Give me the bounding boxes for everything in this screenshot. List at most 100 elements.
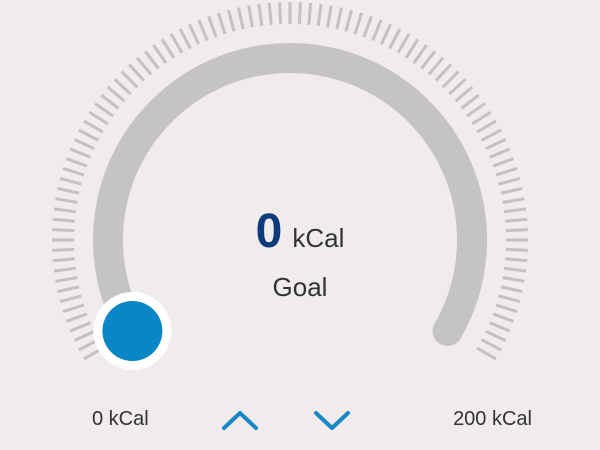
dial-tick: [326, 5, 333, 28]
dial-tick: [78, 128, 100, 142]
dial-tick: [476, 346, 497, 361]
dial-tick: [178, 28, 192, 50]
dial-tick: [69, 147, 91, 159]
dial-tick: [427, 56, 445, 76]
dial-tick: [57, 285, 80, 293]
dial-tick: [94, 102, 114, 118]
dial-tick: [247, 5, 254, 28]
range-min-label: 0 kCal: [92, 408, 149, 430]
decrease-button[interactable]: [310, 400, 354, 440]
value-display: 0 kCal: [0, 208, 600, 268]
dial-knob-fill: [102, 301, 163, 361]
dial-tick: [297, 2, 302, 25]
dial-tick: [480, 338, 502, 352]
dial-tick: [434, 63, 452, 82]
dial-tick: [420, 50, 437, 70]
dial-tick: [353, 12, 364, 35]
dial-tick: [485, 329, 507, 342]
dial-tick: [106, 85, 126, 103]
dial-tick: [135, 56, 153, 76]
dial-tick: [62, 303, 85, 314]
dial-tick: [489, 147, 511, 159]
dial-tick: [476, 119, 497, 134]
dial-tick: [100, 93, 120, 110]
dial-tick: [396, 33, 411, 54]
dial-tick: [379, 23, 392, 45]
dial-tick: [88, 110, 109, 126]
dial-tick: [505, 257, 528, 263]
calorie-unit: kCal: [292, 223, 345, 253]
dial-tick: [207, 15, 218, 38]
dial-tick: [267, 2, 273, 25]
dial-tick: [495, 166, 518, 177]
dial-tick: [498, 176, 521, 186]
dial-tick: [128, 63, 146, 82]
dial-tick: [52, 257, 75, 263]
dial-tick: [59, 176, 82, 186]
dial-tick: [480, 128, 502, 142]
dial-tick: [502, 197, 525, 204]
dial-tick: [492, 157, 515, 168]
dial-knob[interactable]: [93, 292, 172, 370]
goal-label: Goal: [272, 272, 328, 302]
dial-tick: [278, 2, 283, 25]
dial-tick: [485, 138, 507, 151]
dial-tick: [448, 78, 467, 96]
dial-tick-marks: [52, 2, 528, 361]
dial-tick: [454, 85, 474, 103]
range-max-label: 200 kCal: [453, 408, 532, 430]
dial-tick: [388, 28, 402, 50]
dial-tick: [504, 207, 527, 214]
dial-tick: [316, 3, 323, 26]
dial-tick: [504, 266, 527, 273]
chevron-down-icon: [314, 411, 350, 430]
dial-tick: [57, 187, 80, 195]
dial-tick: [53, 207, 76, 214]
dial-tick: [500, 285, 523, 293]
dial-tick: [113, 78, 132, 96]
dial-tick: [152, 44, 168, 64]
dial-tick: [65, 312, 88, 323]
dial-tick: [52, 247, 75, 252]
dial-tick: [73, 138, 95, 151]
dial-tick: [55, 197, 78, 204]
dial-tick: [335, 7, 343, 30]
dial-tick: [466, 102, 486, 118]
dial-tick: [344, 9, 354, 32]
dial-tick: [160, 38, 176, 59]
dial-tick: [471, 110, 492, 126]
dial-tick: [216, 12, 227, 35]
dial-tick: [505, 247, 528, 252]
dial-tick: [169, 33, 184, 54]
dial-tick: [237, 7, 245, 30]
increase-button[interactable]: [218, 400, 262, 440]
calorie-value: 0: [255, 205, 283, 258]
dial-tick: [460, 93, 480, 110]
dial-tick: [69, 321, 91, 333]
dial-tick: [83, 119, 104, 134]
dial-tick: [55, 276, 78, 283]
dial-tick: [143, 50, 160, 70]
dial-tick: [62, 166, 85, 177]
dial-tick: [120, 70, 139, 89]
dial-tick: [441, 70, 460, 89]
dial-tick: [59, 294, 82, 304]
dial-tick: [505, 228, 528, 233]
dial-tick: [53, 266, 76, 273]
dial-tick: [492, 312, 515, 323]
dial-tick: [73, 329, 95, 342]
dial-tick: [362, 15, 373, 38]
dial-tick: [498, 294, 521, 304]
dial-tick: [52, 217, 75, 223]
dial-tick: [404, 38, 420, 59]
dial-tick: [65, 157, 88, 168]
dial-track[interactable]: [93, 42, 487, 346]
dial-tick: [257, 3, 264, 26]
dial-tick: [489, 321, 511, 333]
dial-tick: [505, 217, 528, 223]
dial-tick: [500, 187, 523, 195]
chevron-up-icon: [222, 411, 258, 430]
dial-tick: [495, 303, 518, 314]
